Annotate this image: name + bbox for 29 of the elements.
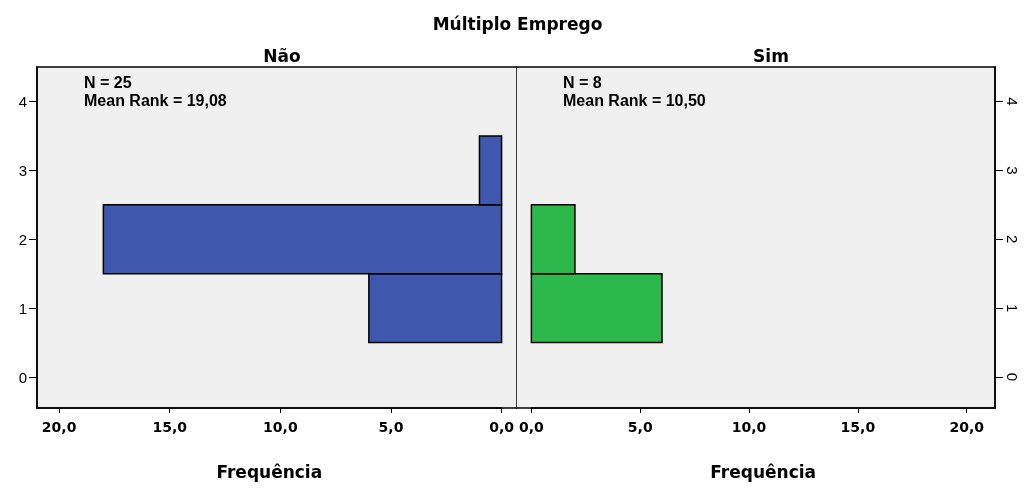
x-tick-label: 15,0 [152,419,188,435]
x-tick-label: 15,0 [840,419,876,435]
x-tick-label: 20,0 [41,419,77,435]
y-tick-label: 2 [18,230,27,248]
annotation: Mean Rank = 10,50 [563,91,706,109]
x-axis-title: Frequência [710,461,817,482]
annotation: Mean Rank = 19,08 [84,91,227,109]
y-tick-label: 1 [18,299,27,317]
y-tick-label: 4 [1004,97,1021,106]
text: Múltiplo Emprego [431,14,604,34]
x-axis-title: Frequência [216,461,323,482]
x-tick-label: 0,0 [489,419,515,435]
x-tick-label: 10,0 [263,419,298,435]
annotation: N = 8 [563,73,602,91]
y-tick-label: 0 [18,368,27,386]
y-tick-label: 3 [18,161,27,179]
y-tick-label: 0 [1004,372,1021,382]
annotation: N = 25 [84,73,132,91]
x-tick-label: 20,0 [949,419,985,435]
x-tick-label: 5,0 [627,419,653,435]
y-tick-label: 3 [1004,166,1021,175]
y-tick-label: 4 [18,92,27,110]
x-tick-label: 0,0 [518,419,545,435]
chart-title: Não [263,45,301,66]
x-tick-label: 5,0 [378,419,404,435]
x-tick-label: 10,0 [731,419,767,435]
y-tick-label: 2 [1004,235,1021,244]
y-tick-label: 1 [1004,303,1021,313]
chart-title: Sim [753,45,789,66]
